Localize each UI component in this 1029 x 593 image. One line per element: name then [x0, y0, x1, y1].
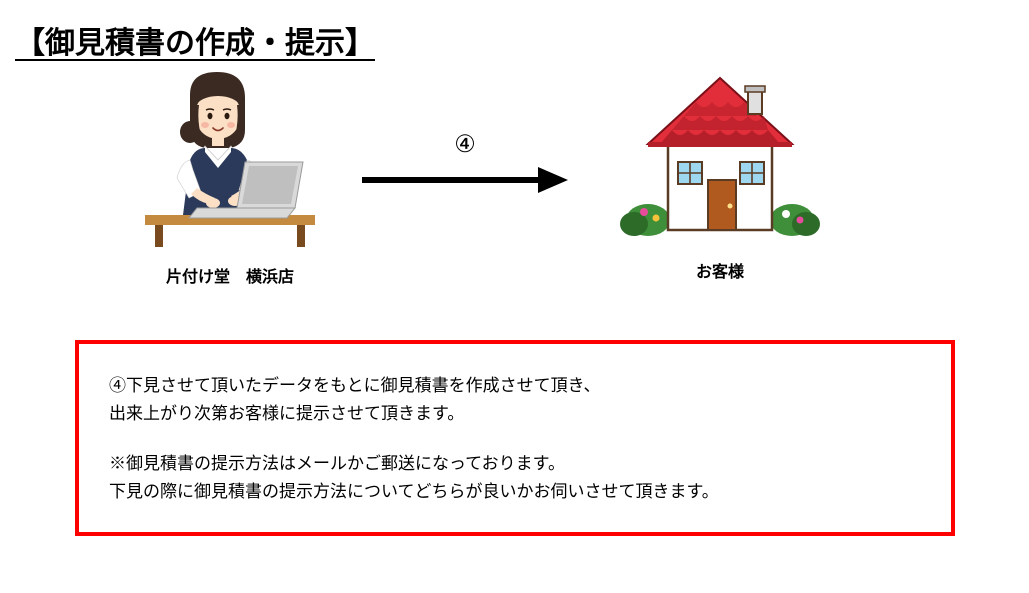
receptionist-icon: [135, 70, 325, 250]
actor-shop: 片付け堂 横浜店: [130, 70, 330, 287]
desc-line-1: ④下見させて頂いたデータをもとに御見積書を作成させて頂き、: [109, 372, 921, 400]
description-box: ④下見させて頂いたデータをもとに御見積書を作成させて頂き、 出来上がり次第お客様…: [75, 340, 955, 536]
desc-line-4: 下見の際に御見積書の提示方法についてどちらが良いかお伺いさせて頂きます。: [109, 478, 921, 506]
actor-customer-label: お客様: [610, 258, 830, 282]
actor-shop-label: 片付け堂 横浜店: [130, 263, 330, 287]
arrow-step-label: ④: [360, 130, 570, 159]
flow-diagram: 片付け堂 横浜店 ④: [0, 70, 1029, 300]
arrow-right-icon: [360, 165, 570, 195]
page-title: 【御見積書の作成・提示】: [15, 18, 375, 62]
desc-line-2: 出来上がり次第お客様に提示させて頂きます。: [109, 400, 921, 428]
house-icon: [620, 70, 820, 245]
actor-customer: お客様: [610, 70, 830, 282]
flow-arrow: ④: [360, 130, 570, 200]
desc-line-3: ※御見積書の提示方法はメールかご郵送になっております。: [109, 450, 921, 478]
